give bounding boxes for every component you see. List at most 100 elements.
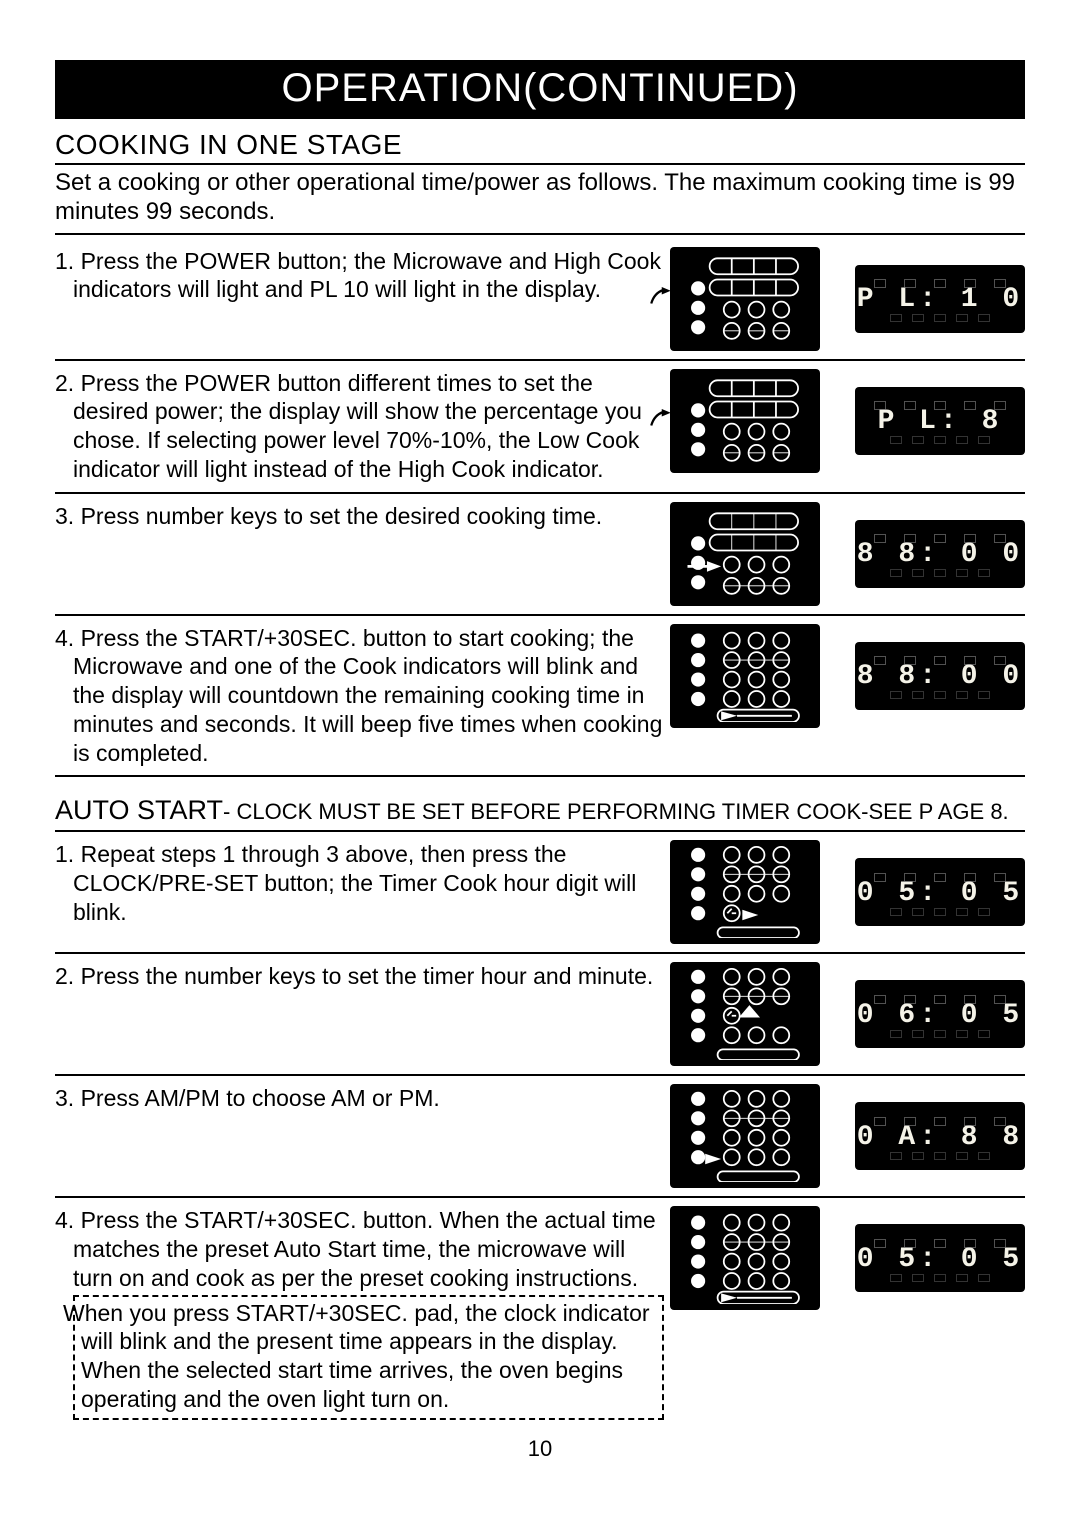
lcd-readout: P L: 1 0: [857, 286, 1023, 314]
lcd-bottom-indicators: [890, 1030, 990, 1038]
instruction-step: 2. Press the number keys to set the time…: [55, 954, 1025, 1076]
lcd-top-indicators: [874, 873, 1006, 882]
control-panel-illus: [676, 1212, 814, 1304]
instruction-step: 4. Press the START/+30SEC. button. When …: [55, 1198, 1025, 1427]
pointer-arrow: [648, 409, 674, 427]
step-illustration: 0 5: 0 5: [670, 840, 1025, 944]
step-body: Press AM/PM to choose AM or PM.: [81, 1085, 440, 1111]
lcd-readout: 0 5: 0 5: [857, 880, 1023, 908]
instruction-step: 3. Press AM/PM to choose AM or PM. 0 A: …: [55, 1076, 1025, 1198]
control-panel-illus: [676, 1090, 814, 1182]
display-wrapper: 0 5: 0 5: [855, 858, 1025, 926]
manual-page: OPERATION(CONTINUED) COOKING IN ONE STAG…: [0, 0, 1080, 1533]
note-box: When you press START/+30SEC. pad, the cl…: [73, 1295, 664, 1420]
step-illustration: 8 8: 0 0: [670, 624, 1025, 728]
step-number: 3.: [55, 1085, 81, 1111]
step-text: 3. Press AM/PM to choose AM or PM.: [55, 1084, 670, 1113]
step-number: 2.: [55, 370, 81, 396]
lcd-top-indicators: [874, 401, 1006, 410]
lcd-top-indicators: [874, 1239, 1006, 1248]
control-panel-illus: [676, 375, 814, 467]
lcd-bottom-indicators: [890, 908, 990, 916]
control-panel-illus: [676, 968, 814, 1060]
step-text: 4. Press the START/+30SEC. button. When …: [55, 1206, 670, 1419]
lcd-bottom-indicators: [890, 436, 990, 444]
lcd-top-indicators: [874, 279, 1006, 288]
display-wrapper: 8 8: 0 0: [855, 520, 1025, 588]
instruction-step: 1. Repeat steps 1 through 3 above, then …: [55, 832, 1025, 954]
display-wrapper: 0 5: 0 5: [855, 1224, 1025, 1292]
auto-start-big: AUTO START: [55, 795, 223, 825]
lcd-display: 0 6: 0 5: [855, 980, 1025, 1048]
lcd-top-indicators: [874, 995, 1006, 1004]
lcd-readout: 0 5: 0 5: [857, 1246, 1023, 1274]
instruction-step: 3. Press number keys to set the desired …: [55, 494, 1025, 616]
display-wrapper: 0 A: 8 8: [855, 1102, 1025, 1170]
control-panel: [670, 1206, 820, 1310]
instruction-step: 2. Press the POWER button different time…: [55, 361, 1025, 494]
lcd-display: 0 A: 8 8: [855, 1102, 1025, 1170]
step-illustration: P L: 8: [670, 369, 1025, 473]
page-number: 10: [55, 1436, 1025, 1462]
page-title-bar: OPERATION(CONTINUED): [55, 60, 1025, 119]
lcd-top-indicators: [874, 1117, 1006, 1126]
lcd-display: P L: 1 0: [855, 265, 1025, 333]
control-panel: [670, 624, 820, 728]
pointer-arrow: [648, 287, 674, 305]
lcd-display: 0 5: 0 5: [855, 858, 1025, 926]
step-text: 1. Press the POWER button; the Microwave…: [55, 247, 670, 305]
main-steps-list: 1. Press the POWER button; the Microwave…: [55, 239, 1025, 778]
step-number: 1.: [55, 248, 81, 274]
control-panel: [670, 840, 820, 944]
step-body: Press number keys to set the desired coo…: [81, 503, 603, 529]
auto-steps-list: 1. Repeat steps 1 through 3 above, then …: [55, 832, 1025, 1427]
instruction-step: 1. Press the POWER button; the Microwave…: [55, 239, 1025, 361]
step-number: 4.: [55, 625, 81, 651]
step-body: Repeat steps 1 through 3 above, then pre…: [73, 841, 636, 925]
auto-start-heading: AUTO START- CLOCK MUST BE SET BEFORE PER…: [55, 777, 1025, 832]
step-body: Press the START/+30SEC. button to start …: [73, 625, 662, 766]
step-illustration: 8 8: 0 0: [670, 502, 1025, 606]
lcd-readout: 8 8: 0 0: [857, 541, 1023, 569]
step-body: Press the POWER button different times t…: [73, 370, 642, 482]
lcd-readout: 0 6: 0 5: [857, 1002, 1023, 1030]
display-wrapper: 8 8: 0 0: [855, 642, 1025, 710]
step-text: 3. Press number keys to set the desired …: [55, 502, 670, 531]
lcd-display: 0 5: 0 5: [855, 1224, 1025, 1292]
step-illustration: 0 6: 0 5: [670, 962, 1025, 1066]
control-panel: [670, 247, 820, 351]
page-title: OPERATION(CONTINUED): [281, 66, 798, 110]
lcd-readout: 8 8: 0 0: [857, 663, 1023, 691]
section-subheading: COOKING IN ONE STAGE: [55, 129, 1025, 165]
lcd-bottom-indicators: [890, 569, 990, 577]
lcd-display: 8 8: 0 0: [855, 642, 1025, 710]
display-wrapper: P L: 1 0: [855, 265, 1025, 333]
lcd-bottom-indicators: [890, 1274, 990, 1282]
step-body: Press the number keys to set the timer h…: [81, 963, 654, 989]
step-illustration: 0 A: 8 8: [670, 1084, 1025, 1188]
step-number: 4.: [55, 1207, 81, 1233]
lcd-top-indicators: [874, 656, 1006, 665]
lcd-display: P L: 8: [855, 387, 1025, 455]
instruction-step: 4. Press the START/+30SEC. button to sta…: [55, 616, 1025, 778]
lcd-bottom-indicators: [890, 1152, 990, 1160]
control-panel: [670, 962, 820, 1066]
step-body: Press the START/+30SEC. button. When the…: [73, 1207, 656, 1291]
step-body: Press the POWER button; the Microwave an…: [73, 248, 661, 303]
lcd-readout: 0 A: 8 8: [857, 1124, 1023, 1152]
step-text: 4. Press the START/+30SEC. button to sta…: [55, 624, 670, 768]
intro-text: Set a cooking or other operational time/…: [55, 169, 1025, 235]
step-text: 1. Repeat steps 1 through 3 above, then …: [55, 840, 670, 926]
control-panel: [670, 502, 820, 606]
step-number: 1.: [55, 841, 81, 867]
display-wrapper: P L: 8: [855, 387, 1025, 455]
step-number: 2.: [55, 963, 81, 989]
step-text: 2. Press the POWER button different time…: [55, 369, 670, 484]
step-illustration: 0 5: 0 5: [670, 1206, 1025, 1310]
control-panel: [670, 369, 820, 473]
control-panel: [670, 1084, 820, 1188]
lcd-bottom-indicators: [890, 691, 990, 699]
lcd-readout: P L: 8: [878, 408, 1003, 436]
control-panel-illus: [676, 846, 814, 938]
step-text: 2. Press the number keys to set the time…: [55, 962, 670, 991]
